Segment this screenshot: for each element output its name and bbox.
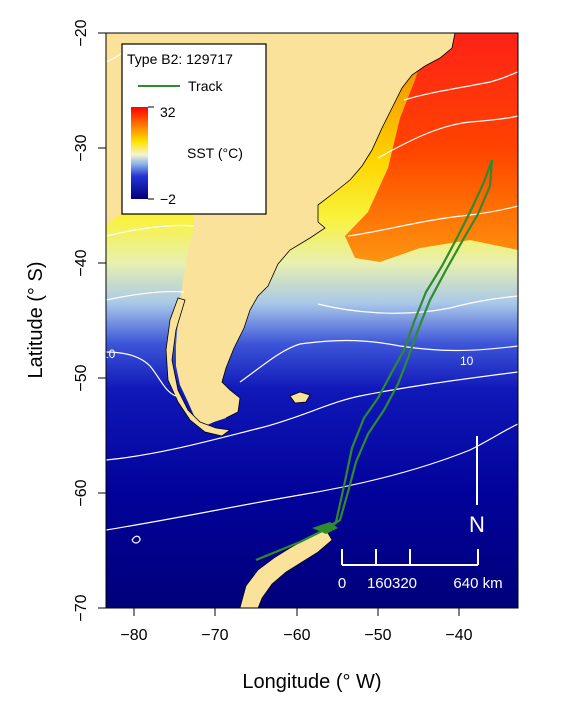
scale-label: 640 km <box>453 575 502 592</box>
falkland-islands <box>289 391 311 404</box>
x-tick-label: −50 <box>364 627 391 644</box>
antarctic-peninsula <box>239 529 333 608</box>
legend: Type B2: 129717 Track 32 −2 SST (°C) <box>121 43 267 215</box>
contour-line <box>106 290 185 301</box>
x-axis-title: Longitude (° W) <box>242 671 381 693</box>
legend-title: Type B2: 129717 <box>127 51 233 67</box>
track-cluster <box>312 522 338 534</box>
x-tick-label: −80 <box>120 627 147 644</box>
legend-track-label: Track <box>188 78 223 94</box>
x-tick-label: −60 <box>283 627 310 644</box>
coastline <box>221 33 456 419</box>
contour-line <box>317 295 518 314</box>
contour-label-left: 10 <box>102 347 116 361</box>
contour-line <box>106 224 195 237</box>
contour-line <box>106 351 177 397</box>
contour-line <box>131 535 141 544</box>
y-axis: −20 −30 −40 −50 −60 −70 Latitude (° S) <box>25 19 107 622</box>
colorbar-min-label: −2 <box>160 191 176 207</box>
y-tick-label: −40 <box>73 249 90 276</box>
x-axis: −80 −70 −60 −50 −40 Longitude (° W) <box>120 607 473 693</box>
y-tick-label: −30 <box>73 134 90 161</box>
y-tick-label: −60 <box>73 479 90 506</box>
contour-line <box>106 371 518 461</box>
animal-track <box>255 159 494 562</box>
north-arrow: N <box>469 436 485 537</box>
scale-label: 0 <box>338 575 346 592</box>
x-tick-label: −40 <box>445 627 472 644</box>
north-label: N <box>469 512 485 537</box>
contour-line <box>377 115 518 159</box>
warm-water-region <box>345 33 518 262</box>
y-tick-label: −20 <box>73 19 90 46</box>
contour-line <box>403 71 518 101</box>
y-axis-title: Latitude (° S) <box>25 262 47 379</box>
contour-line <box>299 339 518 352</box>
colorbar-max-label: 32 <box>160 104 176 120</box>
x-tick-label: −70 <box>201 627 228 644</box>
scale-label: 160320 <box>367 575 417 592</box>
contour-line <box>239 343 301 383</box>
y-tick-label: −70 <box>73 594 90 621</box>
contour-line <box>347 205 518 237</box>
y-tick-label: −50 <box>73 364 90 391</box>
plot-area: 10 10 <box>102 33 518 608</box>
scale-bar: 0 160320 640 km <box>338 549 503 592</box>
archipelago <box>165 297 232 437</box>
colorbar <box>131 107 148 199</box>
colorbar-title: SST (°C) <box>187 145 243 161</box>
contour-label-right: 10 <box>460 354 474 368</box>
